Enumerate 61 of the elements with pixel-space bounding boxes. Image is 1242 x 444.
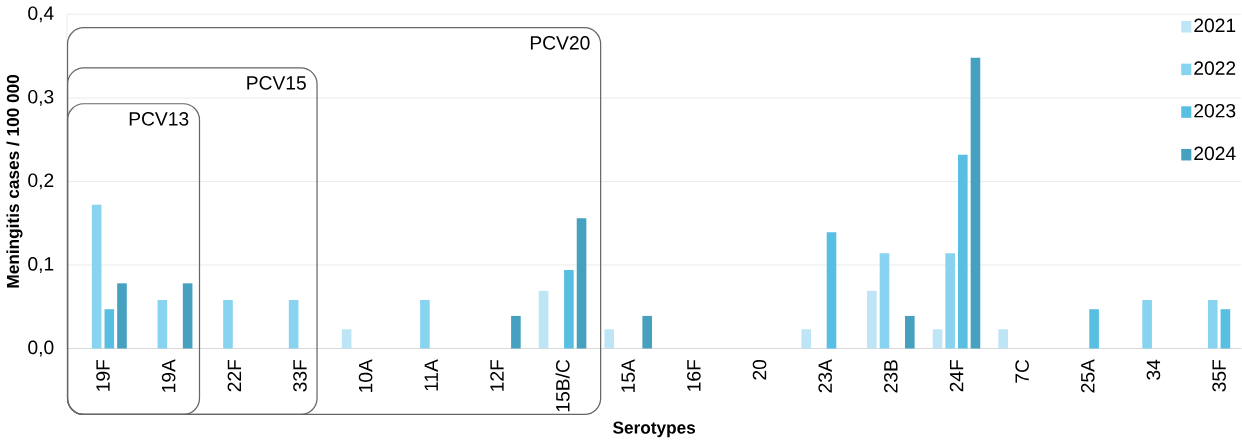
bar [905,316,915,349]
bar [576,218,587,349]
bar [538,291,549,349]
bar [341,329,352,349]
bar [604,329,615,349]
bar [104,309,115,349]
bar [879,253,890,349]
y-tick-label: 0,3 [28,90,54,107]
legend-label: 2023 [1194,104,1236,118]
x-tick-label: 35F [1212,360,1226,392]
bar [826,232,837,349]
bar [157,300,168,349]
bar [958,154,968,349]
legend-label: 2022 [1194,61,1236,76]
legend-label: 2024 [1194,146,1236,161]
bar [932,329,943,349]
bar [1089,309,1099,349]
x-tick-label: 15B/C [555,360,570,412]
x-tick-label: 34 [1146,359,1161,381]
x-tick-label: 19F [96,360,110,392]
bar [970,58,981,349]
y-tick-label: 0,4 [28,6,54,23]
x-tick-label: 11A [424,359,438,391]
bar [945,253,955,349]
x-tick-label: 12F [490,360,504,392]
bar [91,205,102,349]
x-tick-label: 22F [227,360,242,392]
x-tick-label: 15A [621,359,635,393]
annotation: PCV15 [247,76,306,90]
bar [182,283,193,349]
bar [642,316,653,349]
bar [117,283,127,349]
y-tick-label: 0,1 [28,257,54,274]
legend-label: 2021 [1194,18,1236,33]
x-tick-label: 16F [687,360,701,392]
x-tick-label: 10A [358,359,373,393]
bar [511,316,521,349]
bar [288,300,299,349]
x-tick-label: 25A [1080,359,1095,393]
bar [1220,309,1231,349]
bar [867,291,877,349]
x-tick-label: 7C [1015,360,1029,383]
annotation: PCV20 [530,36,590,50]
y-tick-label: 0,2 [28,173,54,190]
x-tick-label: 23B [884,360,898,393]
y-tick-label: 0,0 [28,340,54,357]
bar [998,329,1008,349]
x-tick-label: 23A [818,359,832,393]
bar [801,329,811,349]
bar [420,300,430,349]
bar [223,300,233,349]
bar [1207,300,1218,349]
x-axis-title: Serotypes [613,421,696,438]
x-tick-label: 20 [752,360,767,380]
x-tick-label: 24F [949,360,964,392]
bar [1142,300,1152,349]
annotation: PCV13 [129,112,189,126]
y-axis-title: Meningitis cases / 100 000 [6,75,23,288]
x-tick-label: 19A [161,359,176,393]
x-tick-label: 33F [293,360,307,392]
bar [564,270,574,349]
